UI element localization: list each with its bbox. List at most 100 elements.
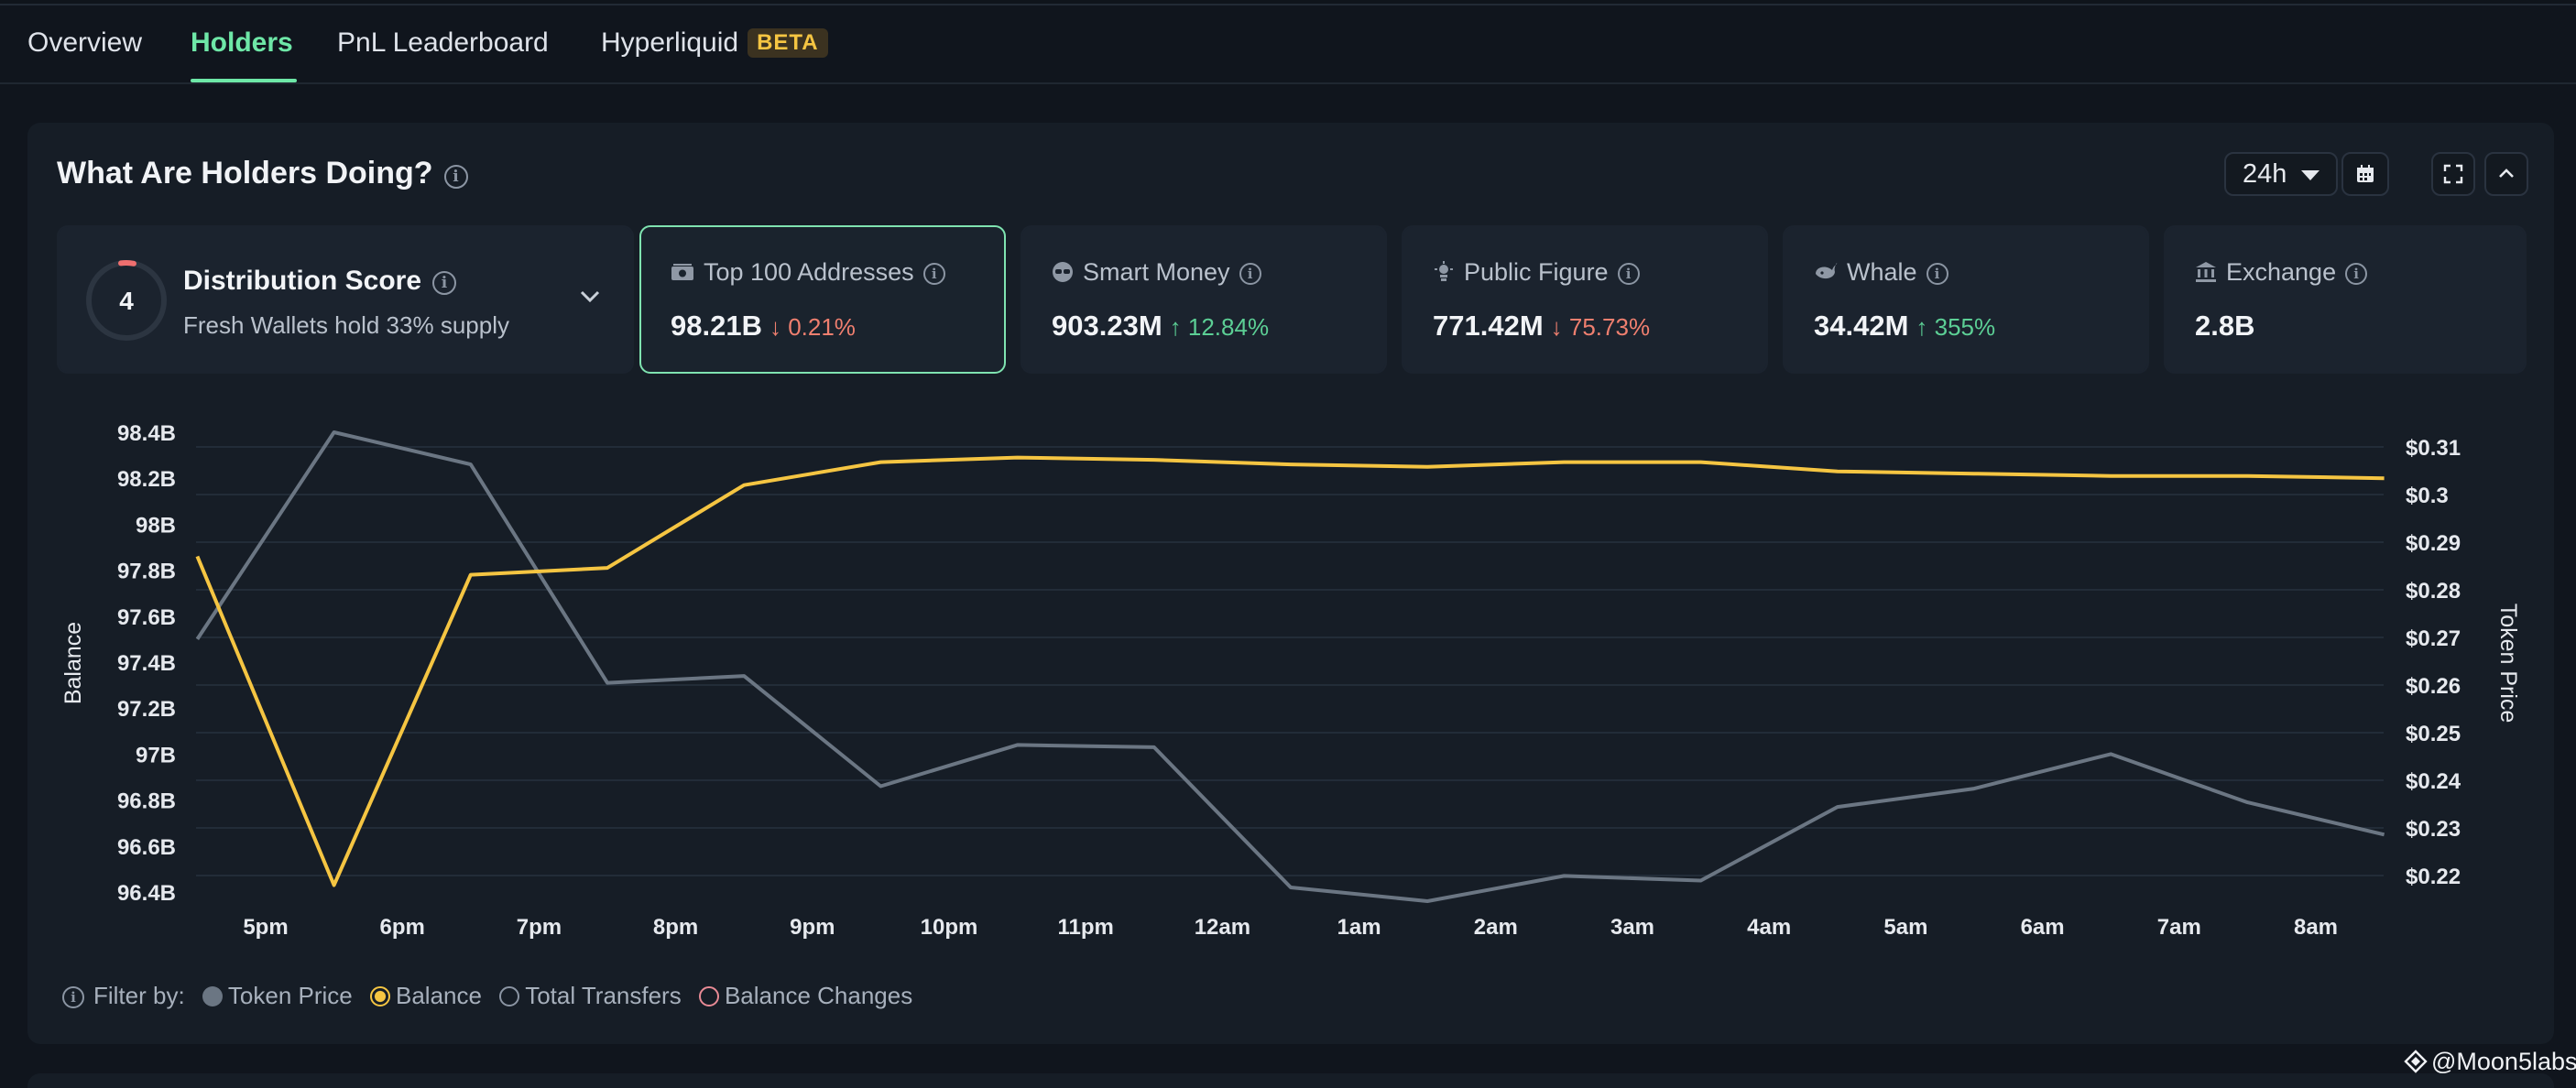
chart-legend: i Filter by: Token Price Balance Total Tr… <box>62 982 912 1010</box>
token-price-line <box>195 430 2385 903</box>
legend-balance[interactable]: Balance <box>370 982 482 1010</box>
change-indicator: ↑ 12.84% <box>1169 313 1270 341</box>
score-value: 4 <box>119 287 134 315</box>
calendar-button[interactable] <box>2341 152 2389 196</box>
top-edge <box>0 0 2576 5</box>
change-indicator: ↑ 355% <box>1916 313 1996 341</box>
caret-down-icon <box>2301 170 2319 180</box>
left-axis-tick: 97.4B <box>117 651 176 676</box>
card-value-text: 903.23M <box>1052 310 1162 342</box>
x-axis-tick: 9pm <box>790 915 835 940</box>
legend-total-transfers[interactable]: Total Transfers <box>499 982 682 1010</box>
legend-balance-changes[interactable]: Balance Changes <box>698 982 913 1010</box>
card-value-text: 771.42M <box>1433 310 1544 342</box>
card-value: 98.21B ↓ 0.21% <box>671 310 856 343</box>
bank-icon <box>2196 262 2216 282</box>
logo-icon <box>2404 1050 2428 1073</box>
info-icon[interactable]: i <box>1239 263 1261 285</box>
card-label: Smart Money i <box>1052 258 1261 287</box>
x-axis-tick: 3am <box>1610 915 1654 940</box>
left-axis-tick: 96.8B <box>117 789 176 814</box>
tab-overview[interactable]: Overview <box>27 27 143 58</box>
right-axis-tick: $0.27 <box>2406 626 2461 651</box>
holders-panel: What Are Holders Doing? i 24h 4 Distribut… <box>27 123 2554 1044</box>
x-axis-tick: 2am <box>1474 915 1518 940</box>
watermark: @Moon5labs <box>2404 1048 2576 1076</box>
info-icon[interactable]: i <box>922 263 945 285</box>
tab-bar: Overview Holders PnL Leaderboard Hyperli… <box>0 5 2576 84</box>
left-axis-label: Balance <box>60 622 86 704</box>
x-axis-tick: 1am <box>1337 915 1381 940</box>
change-text: 0.21% <box>788 313 856 341</box>
distribution-subtitle: Fresh Wallets hold 33% supply <box>183 311 509 339</box>
x-axis-tick: 8pm <box>653 915 698 940</box>
holders-chart[interactable]: 98.4B 98.2B 98B 97.8B 97.6B 97.4B 97.2B 97B 96.8… <box>27 123 2554 965</box>
legend-label: Balance <box>396 982 482 1009</box>
right-axis-tick: $0.3 <box>2406 484 2449 508</box>
left-axis-tick: 96.4B <box>117 881 176 906</box>
tab-pnl-leaderboard[interactable]: PnL Leaderboard <box>337 27 549 58</box>
panel-title: What Are Holders Doing? i <box>57 156 468 191</box>
next-panel-edge <box>27 1073 2554 1088</box>
info-icon[interactable]: i <box>2345 263 2368 285</box>
x-axis-tick: 6pm <box>380 915 425 940</box>
x-axis-tick: 7am <box>2157 915 2201 940</box>
x-axis-tick: 4am <box>1747 915 1791 940</box>
card-value: 2.8B <box>2195 310 2254 343</box>
legend-dot <box>202 986 223 1006</box>
calendar-icon <box>2357 165 2374 182</box>
x-axis-tick: 5am <box>1883 915 1927 940</box>
right-axis-tick: $0.22 <box>2406 865 2461 889</box>
whale-icon <box>1816 263 1838 279</box>
panel-title-text: What Are Holders Doing? <box>57 156 433 190</box>
whale-card[interactable]: Whale i 34.42M ↑ 355% <box>1783 225 2149 374</box>
right-axis-tick: $0.24 <box>2406 769 2461 794</box>
x-axis-tick: 6am <box>2021 915 2065 940</box>
tab-holders[interactable]: Holders <box>191 27 293 58</box>
info-icon[interactable]: i <box>1926 263 1948 285</box>
chevron-down-icon[interactable] <box>579 289 601 304</box>
right-axis-tick: $0.28 <box>2406 579 2461 604</box>
watermark-text: @Moon5labs <box>2431 1048 2576 1075</box>
x-axis-tick: 11pm <box>1058 915 1114 940</box>
x-axis-tick: 5pm <box>243 915 288 940</box>
change-indicator: ↓ 75.73% <box>1550 313 1651 341</box>
fullscreen-button[interactable] <box>2431 152 2475 196</box>
smart-money-card[interactable]: Smart Money i 903.23M ↑ 12.84% <box>1021 225 1387 374</box>
right-axis-tick: $0.23 <box>2406 817 2461 842</box>
info-icon[interactable]: i <box>443 165 468 189</box>
card-value-text: 34.42M <box>1814 310 1909 342</box>
card-label-text: Smart Money <box>1083 258 1230 286</box>
info-icon[interactable]: i <box>62 986 84 1008</box>
left-axis-tick: 98.4B <box>117 421 176 446</box>
right-axis-tick: $0.26 <box>2406 674 2461 699</box>
distribution-title: Distribution Score i <box>183 266 457 297</box>
collapse-button[interactable] <box>2484 152 2528 196</box>
right-axis-tick: $0.25 <box>2406 722 2461 746</box>
left-axis-tick: 97.6B <box>117 605 176 630</box>
legend-token-price[interactable]: Token Price <box>202 982 353 1010</box>
tab-hyperliquid[interactable]: Hyperliquid BETA <box>601 27 828 59</box>
exchange-card[interactable]: Exchange i 2.8B <box>2164 225 2527 374</box>
card-label: Public Figure i <box>1433 258 1640 287</box>
chevron-up-icon <box>2499 169 2514 178</box>
time-range-select[interactable]: 24h <box>2224 152 2338 196</box>
active-tab-underline <box>191 79 297 82</box>
info-icon[interactable]: i <box>432 271 457 295</box>
card-value-text: 2.8B <box>2195 310 2255 342</box>
public-figure-card[interactable]: Public Figure i 771.42M ↓ 75.73% <box>1402 225 1768 374</box>
x-axis-tick: 12am <box>1195 915 1250 940</box>
legend-label: Balance Changes <box>724 982 913 1009</box>
info-icon[interactable]: i <box>1617 263 1640 285</box>
score-ring: 4 <box>86 259 167 341</box>
distribution-score-card[interactable]: 4 Distribution Score i Fresh Wallets hold… <box>57 225 634 374</box>
legend-dot <box>370 986 390 1006</box>
left-axis-tick: 97.2B <box>117 697 176 722</box>
legend-prefix: Filter by: <box>93 982 185 1009</box>
x-axis-tick: 7pm <box>517 915 562 940</box>
top-100-addresses-card[interactable]: Top 100 Addresses i 98.21B ↓ 0.21% <box>639 225 1006 374</box>
card-value-text: 98.21B <box>671 310 762 342</box>
tab-hyperliquid-label: Hyperliquid <box>601 27 739 58</box>
card-label: Whale i <box>1814 258 1948 287</box>
x-axis-tick: 8am <box>2294 915 2338 940</box>
